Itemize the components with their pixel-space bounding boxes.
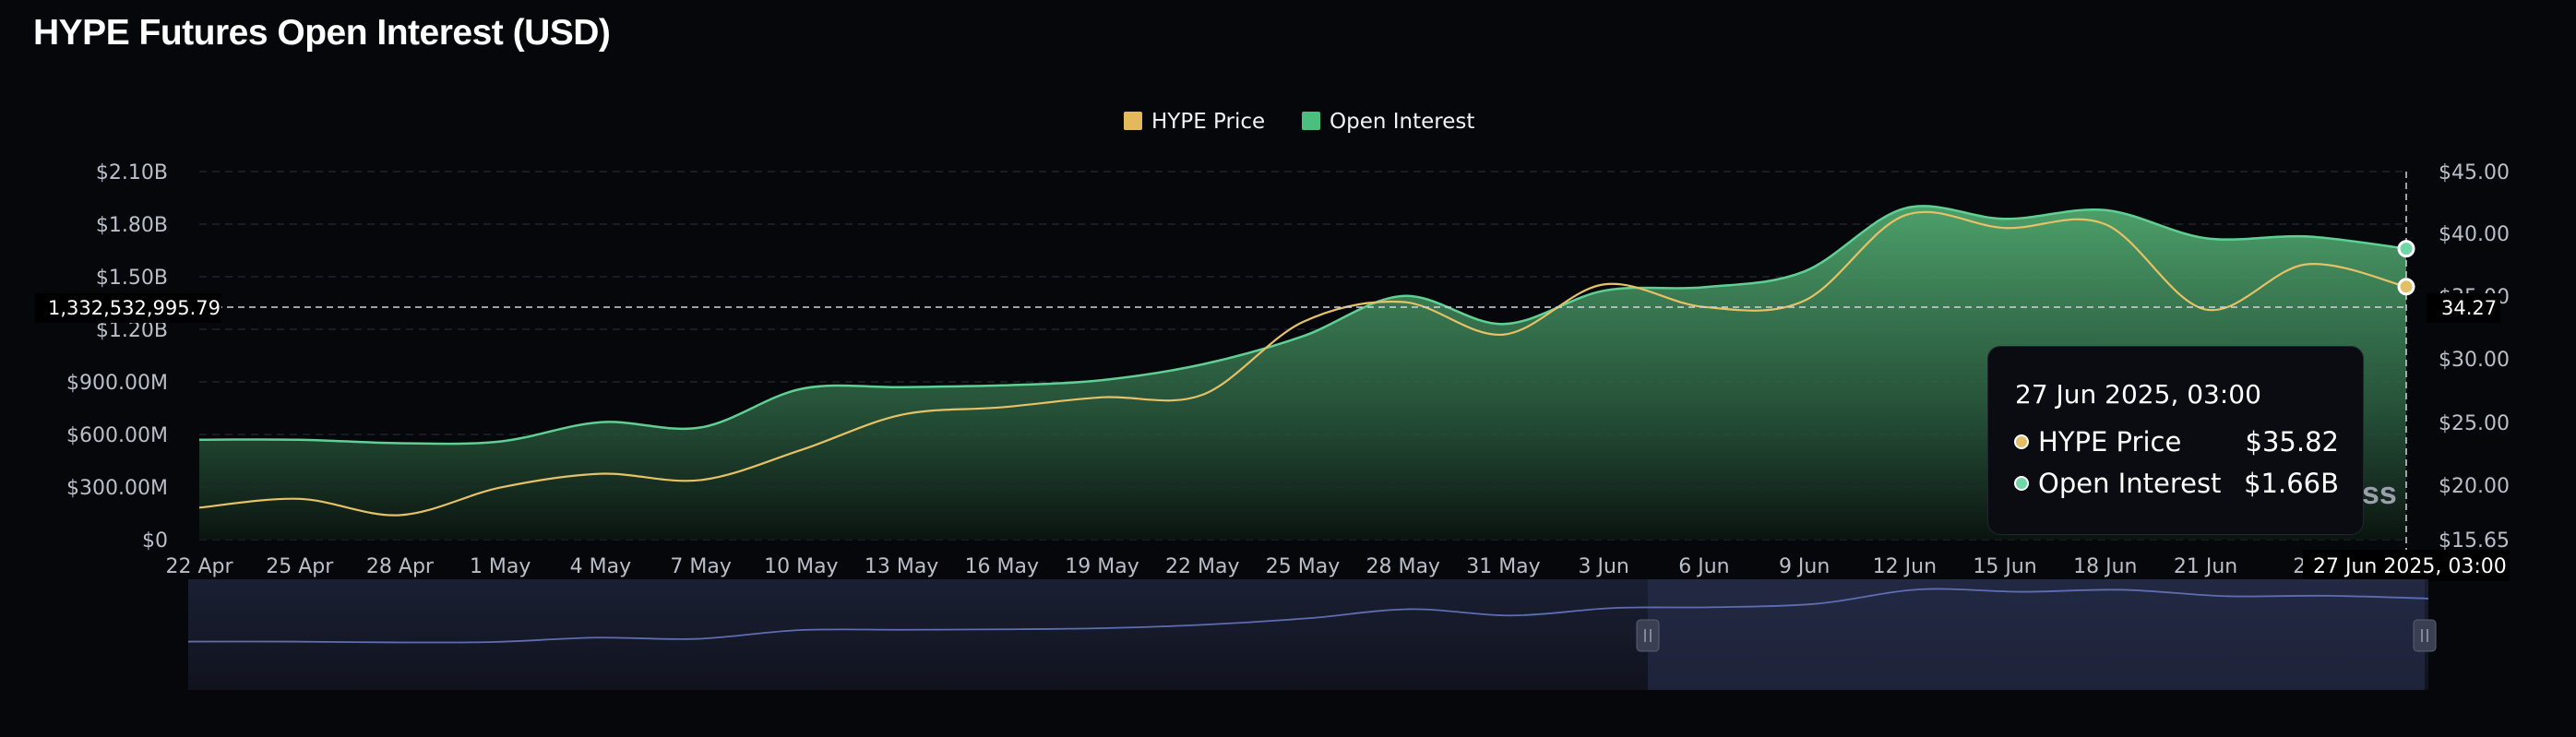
- x-tick-label: 28 Apr: [366, 555, 435, 578]
- x-tick-label: 1 May: [470, 555, 531, 578]
- tooltip-price-dot: [2014, 434, 2029, 449]
- x-axis: 22 Apr 25 Apr 28 Apr 1 May 4 May 7 May 10 May 1…: [165, 555, 2319, 578]
- x-tick-label: 28 May: [1366, 555, 1439, 578]
- right-tick-label: $15.65: [2439, 529, 2510, 553]
- tooltip-row-oi: Open Interest $1.66B: [2014, 468, 2339, 499]
- right-y-axis: $15.65$20.00$25.00$30.00$35.00$40.00$45.…: [2439, 161, 2510, 553]
- hype-price-line: [198, 210, 2407, 517]
- crosshair: 1,332,532,995.79 34.27 27 Jun 2025, 03:00: [35, 172, 2510, 581]
- x-tick-label: 22 Apr: [165, 555, 233, 578]
- right-tick-label: $30.00: [2439, 349, 2510, 372]
- crosshair-x-label-bg: [2303, 550, 2510, 581]
- range-navigator[interactable]: [187, 579, 2437, 690]
- navigator-line: [187, 588, 2429, 644]
- x-tick-label: 10 May: [764, 555, 838, 578]
- tooltip-date: 27 Jun 2025, 03:00: [2015, 379, 2261, 410]
- tooltip: 27 Jun 2025, 03:00 HYPE Price $35.82 Ope…: [1987, 346, 2364, 535]
- legend-label-1: Open Interest: [1330, 110, 1474, 134]
- hype-price-marker: [2397, 278, 2415, 296]
- crosshair-left-label-bg: [35, 293, 221, 323]
- left-tick-label: $1.20B: [96, 319, 168, 342]
- x-tick-label: 13 May: [865, 555, 938, 578]
- navigator-left-handle[interactable]: [1636, 619, 1660, 652]
- tooltip-oi-label: Open Interest: [2038, 468, 2222, 499]
- crosshair-right-label-bg: [2427, 293, 2500, 323]
- x-tick-label: 3 Jun: [1578, 555, 1628, 578]
- watermark: ss: [2362, 476, 2397, 511]
- left-tick-label: $900.00M: [66, 372, 168, 395]
- left-tick-label: $1.50B: [96, 267, 168, 290]
- x-tick-label: 21 Jun: [2174, 555, 2237, 578]
- x-tick-label: 31 May: [1466, 555, 1540, 578]
- tooltip-oi-dot: [2014, 476, 2029, 491]
- x-tick-label: 22 May: [1165, 555, 1239, 578]
- crosshair-x-label: 27 Jun 2025, 03:00: [2313, 555, 2507, 578]
- left-tick-label: $2.10B: [96, 161, 168, 184]
- x-tick-label: 25 May: [1266, 555, 1340, 578]
- legend-swatch-0: [1124, 112, 1142, 130]
- left-tick-label: $0: [142, 529, 168, 553]
- crosshair-right-label: 34.27: [2441, 297, 2497, 319]
- x-tick-label: 16 May: [965, 555, 1039, 578]
- x-tick-label: 12 Jun: [1873, 555, 1937, 578]
- left-tick-label: $300.00M: [66, 477, 168, 500]
- tooltip-oi-value: $1.66B: [2244, 468, 2339, 499]
- crosshair-left-label: 1,332,532,995.79: [48, 297, 221, 319]
- x-tick-label: 19 May: [1065, 555, 1139, 578]
- right-tick-label: $20.00: [2439, 475, 2510, 498]
- x-tick-label: 7 May: [670, 555, 731, 578]
- navigator-right-handle[interactable]: [2413, 619, 2437, 652]
- tooltip-row-price: HYPE Price $35.82: [2014, 426, 2339, 458]
- legend-swatch-1: [1302, 112, 1320, 130]
- left-tick-label: $1.80B: [96, 214, 168, 237]
- series-layer: [198, 205, 2407, 540]
- right-tick-label: $45.00: [2439, 161, 2510, 184]
- x-tick-label: 25 Apr: [266, 555, 334, 578]
- chart-title: HYPE Futures Open Interest (USD): [33, 13, 611, 53]
- x-tick-label: 18 Jun: [2073, 555, 2137, 578]
- right-tick-label: $25.00: [2439, 412, 2510, 435]
- x-tick-label: 4 May: [570, 555, 631, 578]
- x-tick-label: 9 Jun: [1779, 555, 1830, 578]
- open-interest-marker: [2397, 240, 2415, 258]
- right-tick-label: $40.00: [2439, 223, 2510, 246]
- tooltip-price-label: HYPE Price: [2038, 426, 2182, 458]
- tooltip-price-value: $35.82: [2245, 426, 2339, 458]
- legend-label-0: HYPE Price: [1151, 110, 1265, 134]
- open-interest-area: [199, 206, 2406, 540]
- x-tick-label: 15 Jun: [1973, 555, 2036, 578]
- x-tick-label: 6 Jun: [1678, 555, 1729, 578]
- left-tick-label: $600.00M: [66, 424, 168, 447]
- open-interest-line: [198, 205, 2407, 446]
- navigator-selection: [1648, 579, 2425, 690]
- legend: HYPE Price Open Interest: [1124, 110, 1474, 134]
- left-y-axis: $0 $300.00M $600.00M $900.00M $1.20B $1.50B $1…: [66, 161, 168, 553]
